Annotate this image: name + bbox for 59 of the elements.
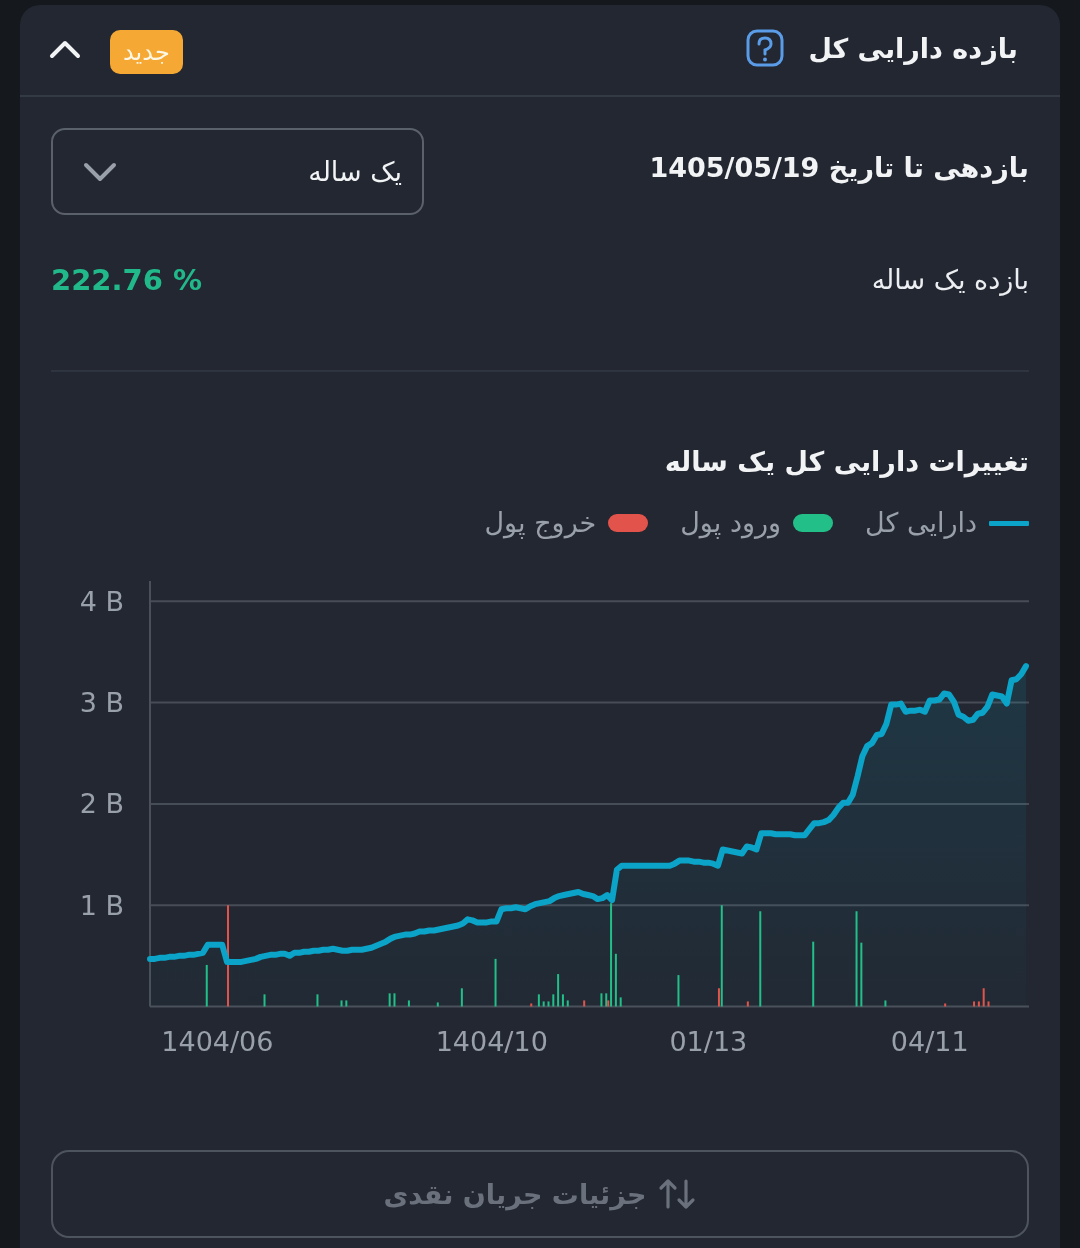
- bar: [345, 1000, 348, 1007]
- bar: [436, 1002, 439, 1007]
- bar: [610, 903, 613, 1007]
- x-tick-label: 1404/10: [435, 1025, 548, 1057]
- text: جزئیات جریان نقدی: [383, 1178, 647, 1210]
- y-tick-label: 4 B: [79, 585, 124, 617]
- bar: [600, 993, 603, 1007]
- bar: [566, 1000, 569, 1007]
- bar: [944, 1003, 947, 1007]
- bar: [759, 911, 762, 1007]
- bar: [605, 993, 608, 1007]
- bar: [855, 911, 858, 1007]
- bar: [717, 988, 720, 1007]
- bar: [860, 942, 863, 1007]
- bar: [205, 964, 208, 1007]
- bar: [720, 905, 723, 1007]
- text: بازده یک ساله: [871, 263, 1029, 298]
- bar: [388, 993, 391, 1007]
- text: یک ساله: [308, 155, 402, 189]
- bar: [340, 1000, 343, 1007]
- bar: [393, 993, 396, 1007]
- bar: [530, 1003, 533, 1007]
- x-tick-label: 01/13: [669, 1025, 748, 1057]
- bar: [746, 1001, 749, 1007]
- bar: [263, 994, 266, 1007]
- bar: [982, 988, 985, 1007]
- bar: [619, 997, 622, 1007]
- bar: [561, 994, 564, 1007]
- y-tick-label: 1 B: [79, 889, 124, 921]
- text: 222.76 %: [51, 262, 203, 299]
- bar: [614, 953, 617, 1007]
- bar: [884, 1000, 887, 1007]
- bar: [607, 1000, 610, 1007]
- text: جدید: [110, 30, 183, 74]
- bar: [547, 1001, 550, 1007]
- bar: [407, 1000, 410, 1007]
- text: بازدهی تا تاریخ 1405/05/19: [649, 151, 1029, 186]
- bar: [583, 1000, 586, 1007]
- x-tick-label: 1404/06: [161, 1025, 274, 1057]
- bar: [552, 994, 555, 1007]
- legend-label: ورود پول: [680, 506, 782, 541]
- bar: [977, 1001, 980, 1007]
- y-tick-label: 3 B: [79, 687, 124, 719]
- y-tick-label: 2 B: [79, 788, 124, 820]
- bar: [537, 994, 540, 1007]
- bar: [677, 975, 680, 1007]
- legend-label: دارایی کل: [865, 506, 977, 541]
- text: بازده دارایی کل: [808, 32, 1018, 64]
- legend-label: خروج پول: [484, 506, 597, 541]
- bar: [987, 1001, 990, 1007]
- bar: [460, 988, 463, 1007]
- x-tick-label: 04/11: [890, 1025, 969, 1057]
- bar: [494, 958, 497, 1007]
- bar: [812, 941, 815, 1007]
- bar: [316, 994, 319, 1007]
- bar: [542, 1001, 545, 1007]
- chart-title: تغییرات دارایی کل یک ساله: [664, 445, 1029, 480]
- bar: [973, 1001, 976, 1007]
- bar: [557, 974, 560, 1007]
